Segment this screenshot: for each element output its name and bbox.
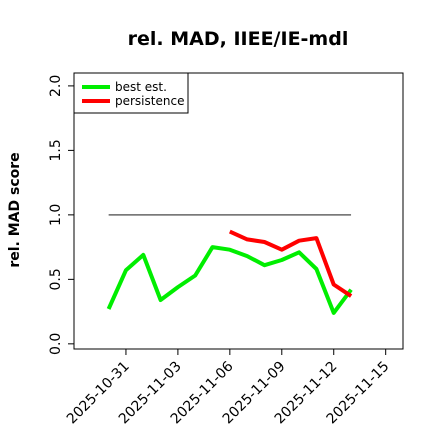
series-line-persistence	[228, 229, 353, 298]
chart-title: rel. MAD, IIEE/IE-mdl	[128, 28, 349, 50]
legend: best est. persistence	[73, 72, 189, 114]
series-line-best-est	[106, 245, 353, 315]
y-axis-label: rel. MAD score	[7, 152, 23, 267]
series-lines	[106, 229, 353, 315]
plot-area	[73, 72, 404, 350]
legend-label-persistence: persistence	[115, 94, 184, 108]
legend-box	[73, 72, 189, 114]
y-tick-label: 0.0	[48, 333, 64, 355]
y-tick-label: 1.5	[48, 139, 64, 161]
y-tick-label: 1.0	[48, 204, 64, 226]
axes: 0.00.51.01.52.02025-10-312025-11-032025-…	[48, 75, 393, 428]
y-tick-label: 2.0	[48, 75, 64, 97]
y-tick-label: 0.5	[48, 268, 64, 290]
legend-label-best-est: best est.	[115, 80, 167, 94]
